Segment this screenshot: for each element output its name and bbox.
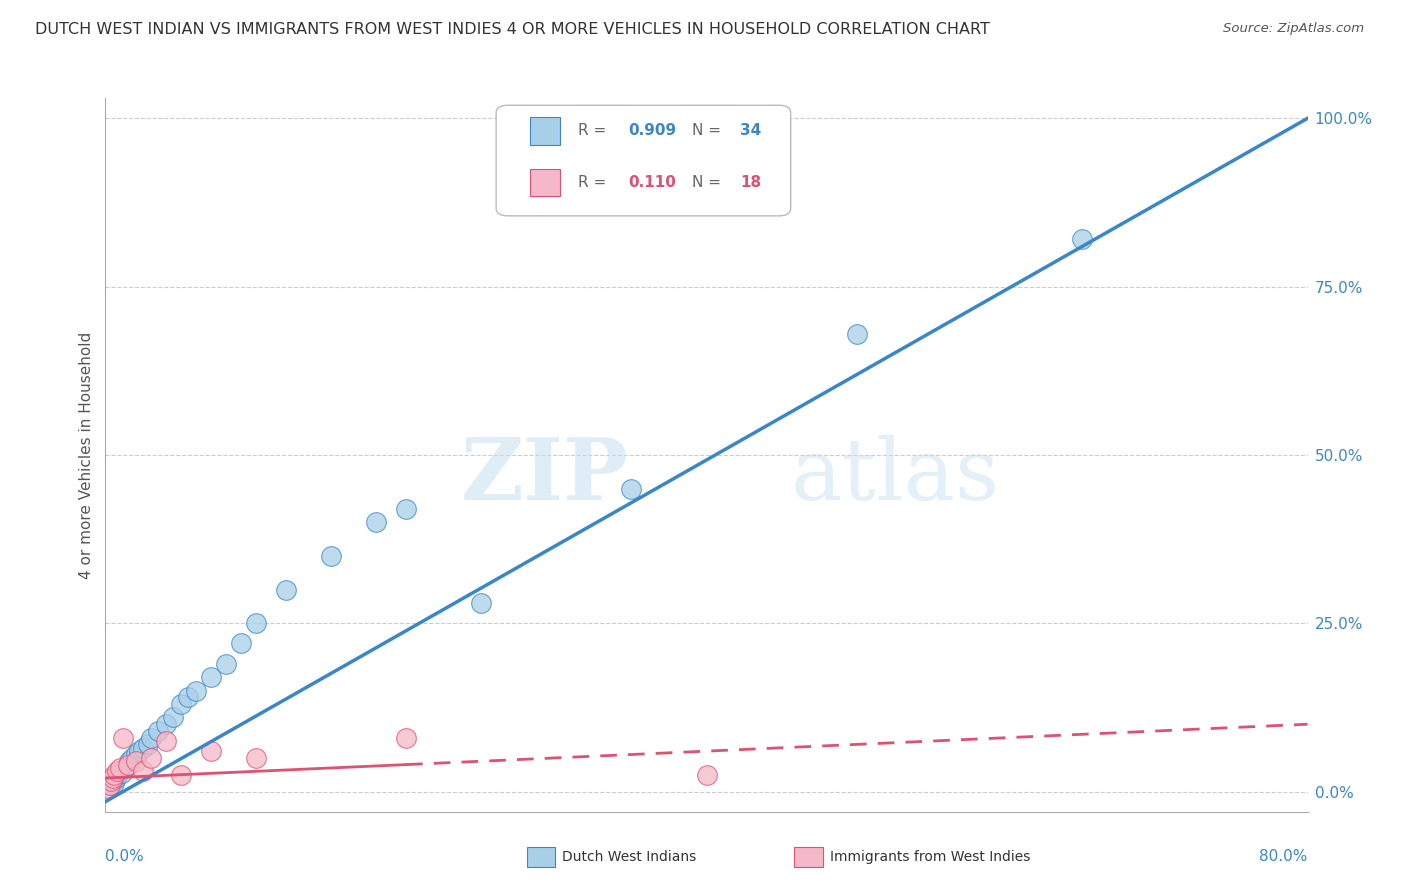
Point xyxy=(101,771,124,785)
Text: 34: 34 xyxy=(740,123,762,138)
Point xyxy=(136,738,159,752)
Text: ZIP: ZIP xyxy=(461,434,628,518)
Point xyxy=(274,582,297,597)
Point xyxy=(200,744,222,758)
Text: N =: N = xyxy=(692,175,725,190)
Point xyxy=(245,616,267,631)
FancyBboxPatch shape xyxy=(496,105,790,216)
Text: atlas: atlas xyxy=(790,434,1000,518)
Point xyxy=(155,734,177,748)
Point xyxy=(121,751,143,765)
Point xyxy=(101,774,124,789)
Point xyxy=(98,778,121,792)
Point xyxy=(132,764,155,779)
Point xyxy=(470,596,492,610)
Point xyxy=(364,515,387,529)
Point xyxy=(107,764,129,779)
Point xyxy=(200,670,222,684)
Point xyxy=(111,765,134,780)
Point xyxy=(395,501,418,516)
Point xyxy=(100,774,122,789)
Point xyxy=(214,657,236,671)
Point xyxy=(229,636,252,650)
Point xyxy=(110,761,132,775)
Point xyxy=(169,767,191,781)
Point xyxy=(128,744,150,758)
Bar xyxy=(530,118,560,145)
Point xyxy=(696,767,718,781)
Point xyxy=(395,731,418,745)
Point xyxy=(107,767,129,781)
Point xyxy=(114,761,136,775)
Text: N =: N = xyxy=(692,123,725,138)
Text: Dutch West Indians: Dutch West Indians xyxy=(562,850,696,864)
Point xyxy=(118,754,141,768)
Text: R =: R = xyxy=(578,175,612,190)
Point xyxy=(110,764,132,779)
Point xyxy=(169,697,191,711)
Text: R =: R = xyxy=(578,123,612,138)
Point xyxy=(620,482,643,496)
Point xyxy=(845,326,868,341)
Text: Immigrants from West Indies: Immigrants from West Indies xyxy=(830,850,1031,864)
Text: 80.0%: 80.0% xyxy=(1260,849,1308,863)
Point xyxy=(112,731,135,745)
Point xyxy=(155,717,177,731)
Point xyxy=(162,710,184,724)
Y-axis label: 4 or more Vehicles in Household: 4 or more Vehicles in Household xyxy=(79,331,94,579)
Point xyxy=(104,771,127,785)
Point xyxy=(117,757,139,772)
Point xyxy=(117,757,139,772)
Point xyxy=(124,747,146,762)
Point xyxy=(184,683,207,698)
Text: 0.0%: 0.0% xyxy=(105,849,145,863)
Point xyxy=(319,549,342,563)
Text: 18: 18 xyxy=(740,175,761,190)
Text: 0.110: 0.110 xyxy=(628,175,676,190)
Point xyxy=(103,767,125,781)
Point xyxy=(177,690,200,705)
Point xyxy=(139,731,162,745)
Point xyxy=(139,751,162,765)
Point xyxy=(245,751,267,765)
Text: Source: ZipAtlas.com: Source: ZipAtlas.com xyxy=(1223,22,1364,36)
Text: DUTCH WEST INDIAN VS IMMIGRANTS FROM WEST INDIES 4 OR MORE VEHICLES IN HOUSEHOLD: DUTCH WEST INDIAN VS IMMIGRANTS FROM WES… xyxy=(35,22,990,37)
Text: 0.909: 0.909 xyxy=(628,123,676,138)
Point xyxy=(124,754,146,768)
Point xyxy=(103,776,125,790)
Point xyxy=(132,740,155,755)
Bar xyxy=(530,169,560,196)
Point xyxy=(97,781,120,796)
Point xyxy=(1071,232,1094,246)
Point xyxy=(98,778,121,792)
Point xyxy=(146,723,169,738)
